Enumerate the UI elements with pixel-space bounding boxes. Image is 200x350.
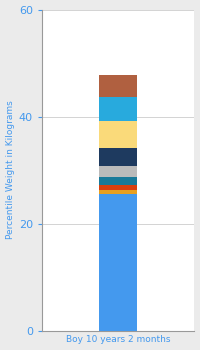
Bar: [99, 97, 137, 121]
Y-axis label: Percentile Weight in Kilograms: Percentile Weight in Kilograms: [6, 101, 15, 239]
Bar: [99, 185, 137, 190]
Bar: [99, 121, 137, 148]
Bar: [99, 194, 137, 331]
Bar: [99, 75, 137, 97]
Bar: [99, 177, 137, 185]
Bar: [99, 148, 137, 166]
Bar: [99, 166, 137, 177]
Bar: [99, 190, 137, 194]
